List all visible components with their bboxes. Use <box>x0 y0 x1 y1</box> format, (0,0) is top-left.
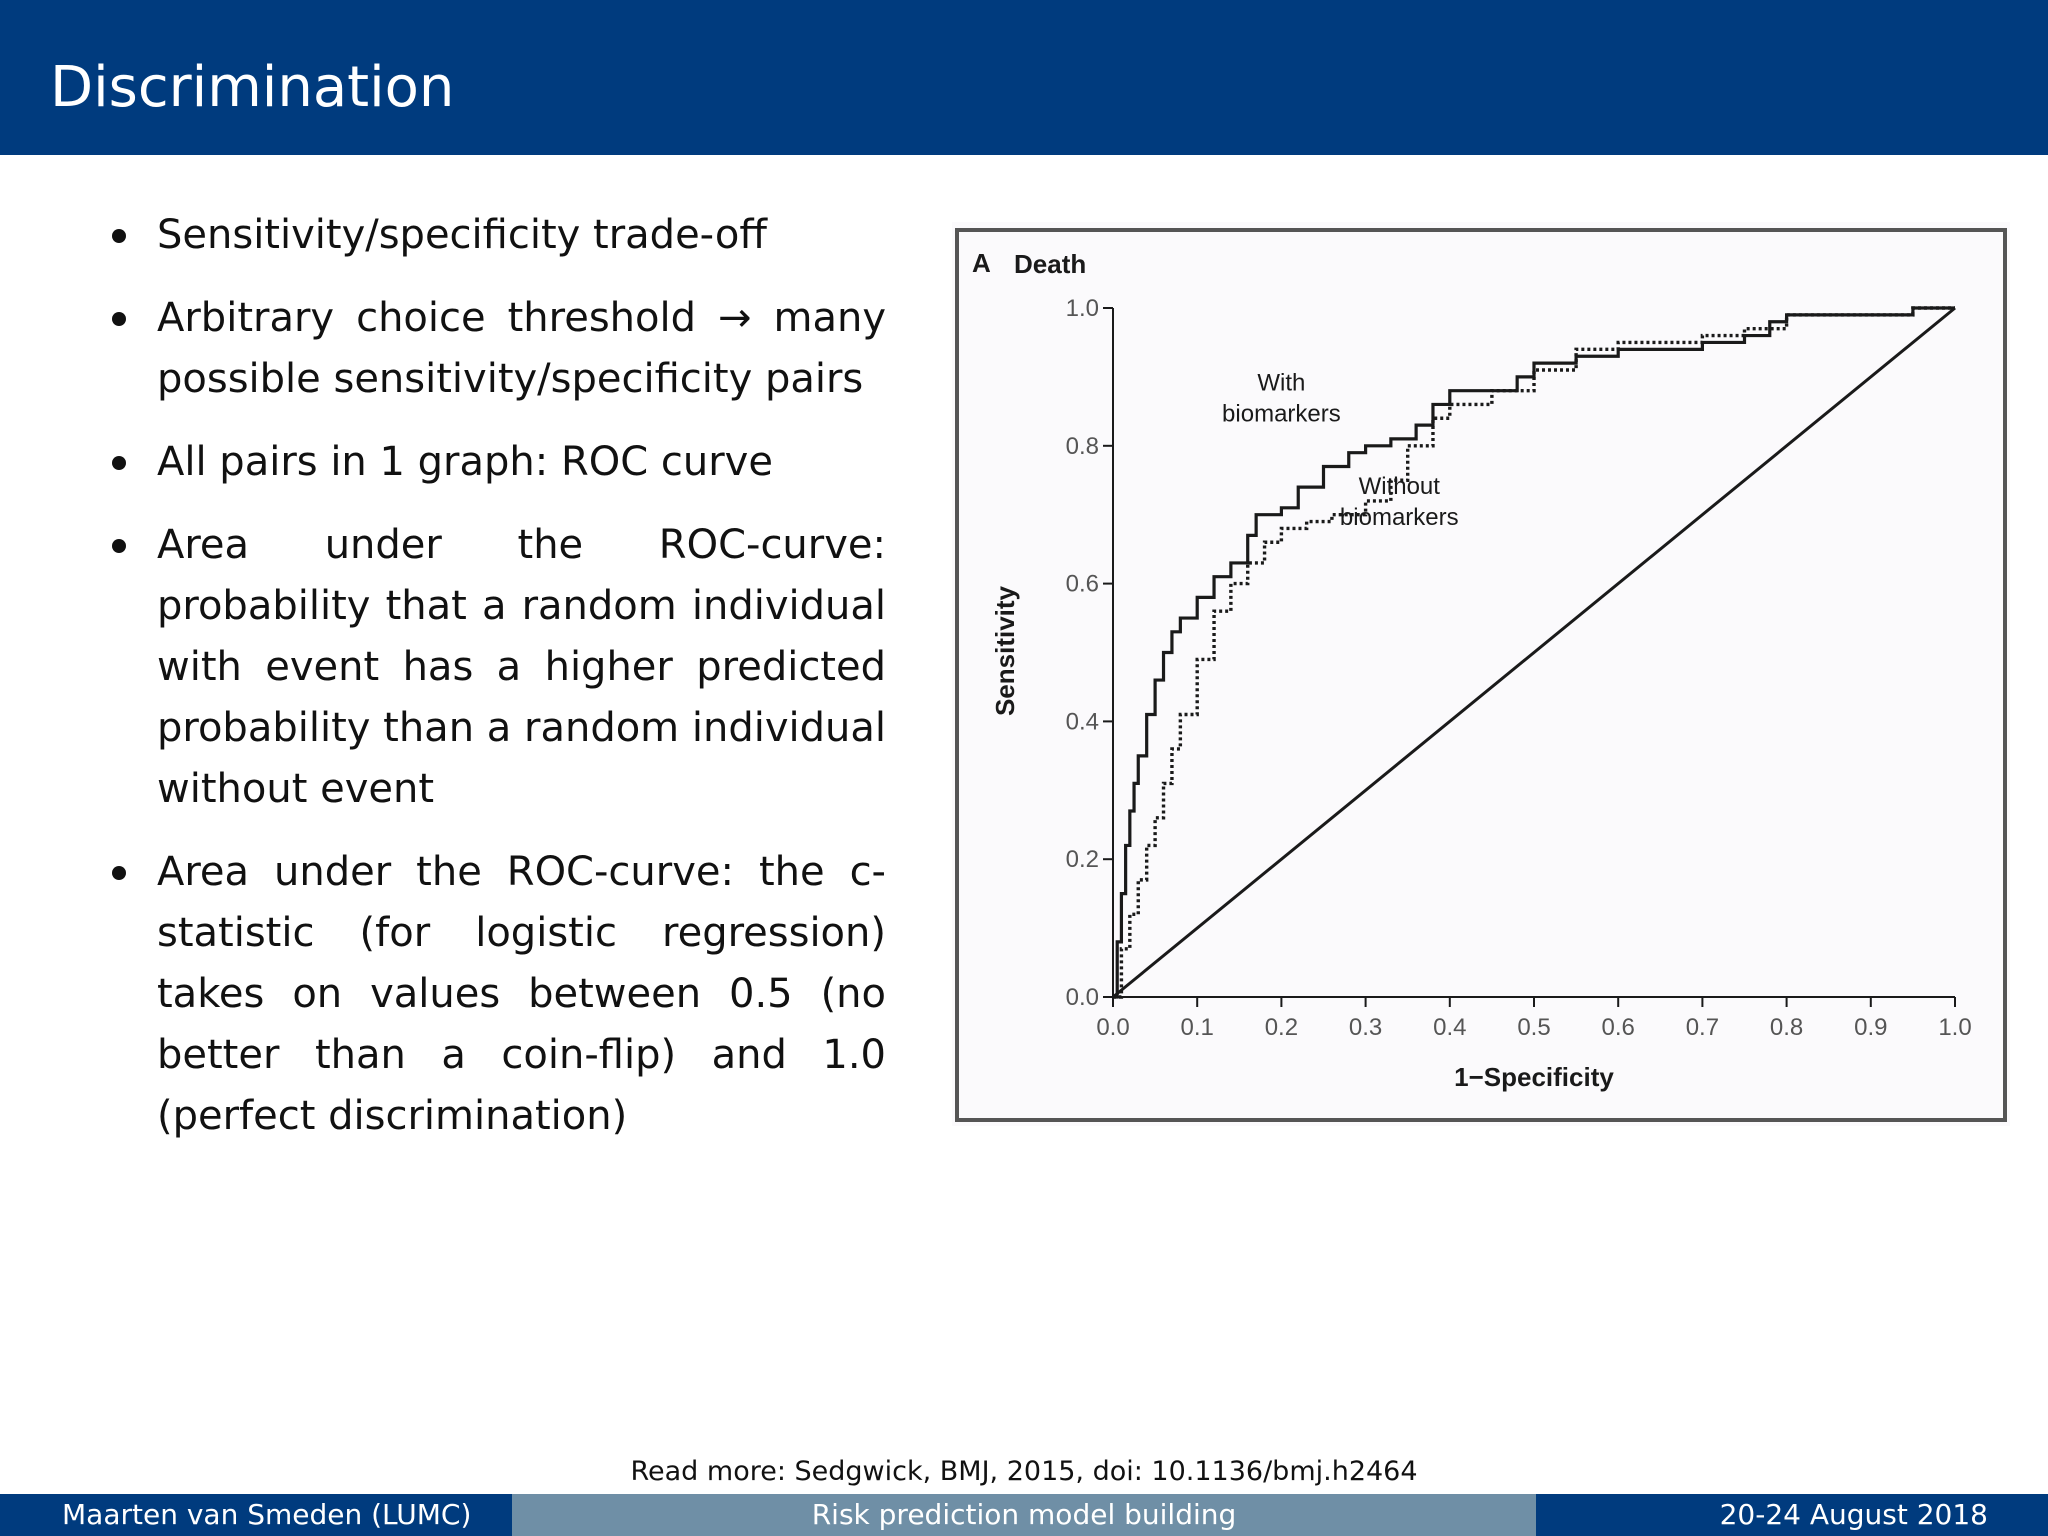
bullet-item: All pairs in 1 graph: ROC curve <box>108 432 886 493</box>
with-biomarkers-series <box>1113 306 1955 999</box>
curve-annotation-label: Without biomarkers <box>1340 473 1459 531</box>
x-tick-label: 0.9 <box>1854 1014 1887 1041</box>
x-tick-label: 0.3 <box>1349 1014 1382 1041</box>
y-tick-label: 0.0 <box>1066 984 1099 1011</box>
bullet-text: Sensitivity/specificity trade-off <box>157 212 767 258</box>
y-tick-label: 0.6 <box>1066 571 1099 598</box>
x-tick-label: 0.1 <box>1181 1014 1214 1041</box>
footer-author-section: Maarten van Smeden (LUMC) <box>0 1494 512 1536</box>
bullet-text: All pairs in 1 graph: ROC curve <box>157 439 773 485</box>
roc-figure: A Death 0.0 0.1 0.2 0.3 0.4 0.5 0.6 0.7 0.8 0.9 1.… <box>952 222 2010 1126</box>
bullet-item: Sensitivity/specificity trade-off <box>108 205 886 266</box>
bullet-list: Sensitivity/specificity trade-off Arbitr… <box>108 205 886 1147</box>
footer-talk-title: Risk prediction model building <box>811 1498 1237 1531</box>
y-tick-label: 0.8 <box>1066 433 1099 460</box>
bullet-text: Area under the ROC-curve: probability th… <box>157 522 886 812</box>
x-tick-label: 0.8 <box>1770 1014 1803 1041</box>
chart-title: Death <box>1014 249 1086 279</box>
y-tick-label: 0.4 <box>1066 708 1099 735</box>
title-bar: Discrimination <box>0 0 2048 155</box>
axes: 0.0 0.1 0.2 0.3 0.4 0.5 0.6 0.7 0.8 0.9 1.0 0.0 0.2 0… <box>1066 295 1972 1041</box>
footer-date-section: 20-24 August 2018 <box>1536 1494 2048 1536</box>
x-tick-label: 0.7 <box>1686 1014 1719 1041</box>
bullet-dot-icon <box>112 866 126 880</box>
panel-letter: A <box>972 248 991 278</box>
y-tick-label: 1.0 <box>1066 295 1099 322</box>
footer-date: 20-24 August 2018 <box>1719 1498 1988 1531</box>
bullet-dot-icon <box>112 312 126 326</box>
slide-content: Sensitivity/specificity trade-off Arbitr… <box>108 205 886 1169</box>
footer-author: Maarten van Smeden (LUMC) <box>62 1498 472 1531</box>
x-axis-label: 1−Specificity <box>1454 1062 1614 1092</box>
bullet-item: Arbitrary choice threshold → many possib… <box>108 288 886 410</box>
x-tick-label: 0.0 <box>1096 1014 1129 1041</box>
bullet-dot-icon <box>112 539 126 553</box>
bullet-dot-icon <box>112 229 126 243</box>
bullet-item: Area under the ROC-curve: the c-statisti… <box>108 842 886 1147</box>
footer-title-section: Risk prediction model building <box>512 1494 1536 1536</box>
x-tick-label: 1.0 <box>1938 1014 1971 1041</box>
reference-line <box>1112 306 1956 999</box>
without-biomarkers-series <box>1113 306 1955 999</box>
roc-curve-without-biomarkers <box>1113 306 1955 999</box>
x-tick-label: 0.4 <box>1433 1014 1466 1041</box>
x-tick-label: 0.5 <box>1517 1014 1550 1041</box>
bullet-text: Area under the ROC-curve: the c-statisti… <box>157 849 886 1139</box>
curve-annotation-label: With biomarkers <box>1222 370 1341 428</box>
bullet-dot-icon <box>112 456 126 470</box>
slide-title: Discrimination <box>50 55 455 120</box>
roc-chart: A Death 0.0 0.1 0.2 0.3 0.4 0.5 0.6 0.7 0.8 0.9 1.… <box>955 228 2007 1122</box>
bullet-item: Area under the ROC-curve: probability th… <box>108 515 886 820</box>
bullet-text: Arbitrary choice threshold → many possib… <box>157 295 886 402</box>
y-tick-label: 0.2 <box>1066 846 1099 873</box>
y-axis-label: Sensitivity <box>990 585 1020 716</box>
x-tick-label: 0.2 <box>1265 1014 1298 1041</box>
reference-note: Read more: Sedgwick, BMJ, 2015, doi: 10.… <box>630 1456 1418 1487</box>
x-tick-label: 0.6 <box>1602 1014 1635 1041</box>
footer: Maarten van Smeden (LUMC) Risk predictio… <box>0 1494 2048 1536</box>
roc-curve-with-biomarkers <box>1113 306 1955 999</box>
diagonal-reference-line <box>1112 306 1956 999</box>
figure-frame <box>955 228 2007 1122</box>
curve-annotations: With biomarkers Without biomarkers <box>1222 370 1459 531</box>
